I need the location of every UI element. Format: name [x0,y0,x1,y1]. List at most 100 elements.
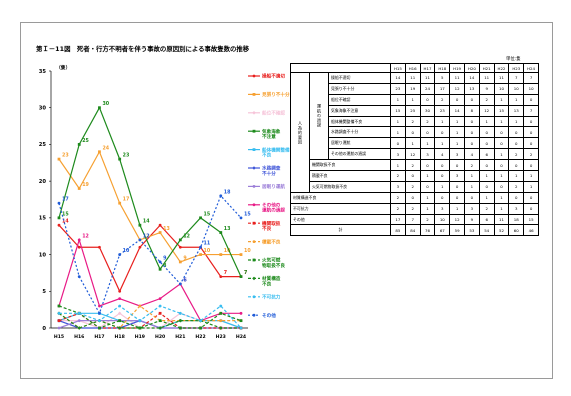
table-row-label: 不可抗力 [290,202,391,215]
data-point [138,304,142,308]
table-cell: 2 [523,148,539,161]
data-point [57,201,61,205]
x-tick-label: H18 [115,334,125,340]
table-row-label: 船体機関整備不良 [328,115,391,128]
x-tick-label: H17 [94,334,104,340]
table-cell: 0 [463,93,480,106]
legend-marker [252,295,256,299]
table-cell: 19 [404,82,421,95]
table-cell: 0 [449,93,465,106]
table-cell: 1 [523,170,539,182]
table-cell: 1 [419,191,436,204]
table-total-cell: 84 [404,224,421,237]
table-cell: 2 [390,170,406,182]
data-point [199,245,202,249]
data-point [77,319,81,323]
legend-label: 火気可燃物取扱不良 [262,257,285,269]
data-point [219,275,223,278]
data-point [77,311,81,315]
data-point [57,223,61,227]
legend-marker [252,129,256,133]
table-cell: 1 [449,126,465,139]
data-point [57,157,61,161]
table-cell: 6 [478,148,495,161]
table-cell: 0 [404,170,421,182]
table-cell: 4 [463,148,480,161]
table-row: 積載不良 2 0 1 0 3 1 1 1 1 1 [291,170,539,182]
table-cell: 23 [390,82,406,95]
table-cell: 9 [463,213,480,226]
table-cell: 0 [419,93,436,106]
table-cell: 0 [434,159,451,172]
table-cell: 6 [478,213,495,226]
table-cell: 4 [434,148,451,161]
table-cell: 1 [419,202,436,215]
table-cell: 0 [508,159,525,172]
x-tick-label: H19 [135,334,145,340]
data-point [138,223,142,227]
table-cell: 0 [463,115,480,128]
data-point [158,297,162,301]
data-point [158,311,162,315]
data-point [178,238,182,242]
table-cell: 0 [523,202,539,215]
table-cell: 0 [493,159,510,172]
data-label: 13 [224,226,231,232]
table-cell: 9 [478,82,495,95]
data-point [178,282,182,286]
table-corner [290,63,391,73]
legend-label: 積載不良 [261,238,281,245]
data-point [199,319,202,323]
data-point [239,311,243,315]
table-row: 機関取扱不良 1 2 0 0 0 2 0 0 0 0 [291,159,539,172]
table-cell: 1 [478,170,495,182]
data-point [138,326,142,330]
series-line [58,305,242,329]
data-label: 7 [244,270,247,276]
data-point [57,216,61,220]
table-cell: 2 [478,202,495,215]
table-cell: 0 [463,126,480,139]
table-cell: 2 [508,180,525,193]
table-cell: 2 [404,180,421,193]
data-point [57,326,61,330]
table-row: 居眠り運航 0 1 1 1 1 0 0 0 0 0 [291,137,539,150]
series-line [59,305,242,329]
figure-title: 第Ｉ－11図 死者・行方不明者を伴う事故の原因別による事故隻数の推移 [36,45,250,53]
table-cell: 0 [449,180,465,193]
series-line [58,194,242,315]
table-cell: 13 [463,82,480,95]
series-line [58,106,242,277]
table-cell: 1 [449,137,465,150]
x-tick-label: H21 [175,334,185,340]
table-cell: 10 [493,82,510,95]
table-cell: 24 [419,82,436,95]
table-cell: 0 [478,126,495,139]
x-tick-label: H22 [195,334,205,340]
table-cell: 0 [523,159,539,172]
data-label: 12 [143,233,150,239]
table-cell: 10 [434,213,451,226]
data-point [98,304,101,308]
data-label: 18 [224,189,231,195]
table-cell: 0 [508,137,525,150]
data-label: 15 [244,211,251,217]
data-point [118,253,122,256]
legend-marker [252,93,256,96]
data-point [98,106,101,110]
data-point [178,311,182,315]
table-total-cell: 67 [434,224,451,237]
data-point [158,319,162,323]
table-total-cell: 46 [523,224,539,237]
table-cell: 25 [404,104,421,117]
data-point [158,304,162,308]
x-tick-label: H24 [236,334,246,340]
legend-label: その他 [262,312,276,319]
table-group-operation: 運航の過誤 [309,71,329,161]
data-point [199,216,202,220]
data-point [219,304,223,308]
legend-marker [252,313,256,317]
table-row: 気象海象不注意 15 25 30 23 14 8 12 15 13 7 [291,104,539,117]
x-tick-label: H20 [155,334,165,340]
